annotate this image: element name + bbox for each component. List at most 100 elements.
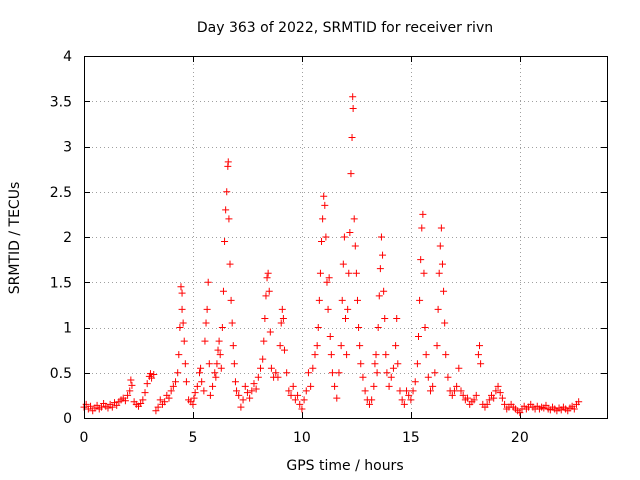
data-point [368,396,376,404]
data-point [501,400,509,408]
data-point [376,265,384,273]
data-point [316,269,324,277]
data-point [349,93,357,101]
data-point [176,324,184,331]
data-point [113,401,121,409]
data-point [289,382,297,390]
data-point [277,319,285,327]
data-point [178,289,186,297]
data-point [448,391,456,399]
data-point [431,369,439,377]
data-point [227,296,235,304]
data-point [206,391,214,399]
y-tick-label: 1 [63,321,72,337]
tick-labels: 0 5 10 15 20 0 0.5 1 1.5 2 2.5 3 3.5 4 [50,49,529,446]
data-point [350,215,358,223]
data-point [333,394,341,402]
plot-frame [84,56,608,419]
data-point [108,403,116,411]
data-point [233,387,241,395]
data-point [257,364,265,372]
data-point [411,378,419,386]
data-point [218,324,226,331]
data-point [263,274,271,282]
data-point [200,387,208,395]
y-tick-label: 3 [63,140,72,156]
data-point [190,394,198,402]
data-point [237,403,245,411]
data-point [304,369,312,377]
x-tick-label: 20 [511,430,529,446]
data-point [570,405,578,413]
data-point [318,238,326,246]
data-point [300,396,308,404]
data-point [239,396,247,404]
data-point [127,376,135,384]
data-point [326,333,334,341]
data-point [441,319,449,327]
x-tick-label: 15 [402,430,420,446]
data-point [104,404,112,412]
data-point [575,398,583,406]
data-point [214,346,222,354]
data-point [351,242,359,250]
data-point [413,360,421,368]
chart-title: Day 363 of 2022, SRMTID for receiver riv… [197,20,493,36]
data-point [323,278,331,286]
data-point [279,314,287,322]
data-point [417,256,425,264]
data-point [309,364,317,372]
data-point [474,351,482,359]
data-point [322,233,330,241]
data-point [453,382,461,390]
data-point [327,351,335,359]
data-point [137,400,145,408]
data-point [241,382,249,390]
data-point [444,373,452,381]
data-point [345,269,353,277]
data-point [421,324,429,331]
data-point [374,324,382,331]
data-point [324,305,332,313]
data-point [340,233,348,241]
data-point [205,360,213,368]
data-point [165,394,173,402]
data-point [198,378,206,386]
data-point [464,394,472,402]
data-point [175,351,183,359]
y-tick-label: 4 [63,49,72,65]
data-point [152,407,160,415]
data-point [339,260,347,268]
data-point [203,305,211,313]
data-point [370,382,378,390]
data-point [419,210,427,218]
data-point [403,387,411,395]
data-point [424,373,432,381]
data-point [148,374,156,382]
data-point [359,373,367,381]
data-point [235,391,243,399]
data-point [178,305,186,313]
data-point [296,400,304,408]
x-axis-title: GPS time / hours [286,458,403,474]
data-point [302,387,310,395]
data-point [272,369,280,377]
data-point [223,188,231,196]
data-point [496,389,504,397]
data-point [387,373,395,381]
data-point [139,396,147,404]
data-point [182,378,190,386]
data-point [201,337,209,345]
data-point [429,382,437,390]
data-point [285,387,293,395]
x-tick-label: 5 [188,430,197,446]
data-point [87,402,95,410]
data-point [315,296,323,304]
data-point [338,296,346,304]
data-point [197,364,205,372]
data-point [356,342,364,350]
data-point [343,351,351,359]
data-point [353,296,361,304]
y-tick-label: 1.5 [50,275,72,291]
data-point [472,391,480,399]
